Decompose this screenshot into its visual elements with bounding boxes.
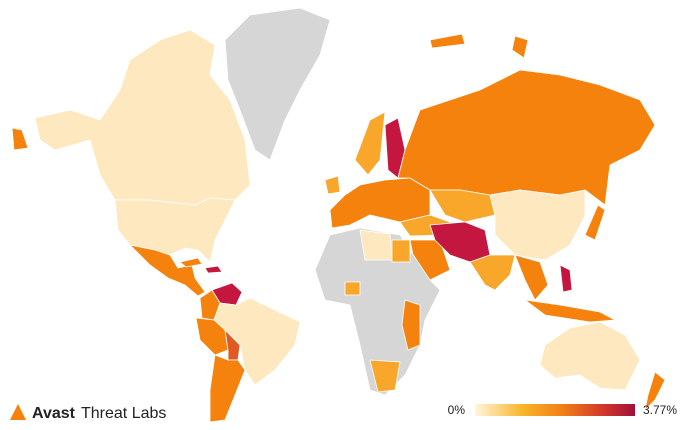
brand-product: Threat Labs	[81, 405, 166, 422]
country	[397, 69, 656, 206]
country	[429, 33, 466, 49]
logo-icon	[10, 404, 26, 420]
country	[344, 281, 361, 296]
country	[114, 197, 236, 263]
country	[469, 254, 516, 291]
country	[429, 189, 496, 223]
country	[34, 29, 251, 206]
logo: Avast Threat Labs	[10, 404, 166, 422]
country	[511, 35, 529, 59]
country	[224, 7, 331, 161]
country	[644, 371, 666, 411]
country	[584, 204, 606, 241]
country	[129, 244, 206, 297]
country	[514, 254, 549, 301]
country	[489, 189, 586, 261]
country	[539, 321, 641, 391]
country	[204, 265, 223, 274]
country	[391, 239, 411, 263]
countries	[11, 7, 666, 423]
country	[11, 127, 29, 151]
country	[209, 354, 246, 423]
legend-label: 3.77%	[643, 403, 677, 417]
legend-gradient	[475, 404, 635, 416]
country	[559, 264, 573, 293]
brand-name: Avast	[32, 405, 76, 422]
country	[369, 359, 401, 393]
country	[324, 175, 341, 195]
country	[401, 299, 421, 351]
country	[179, 257, 203, 268]
country	[329, 177, 431, 229]
country	[359, 229, 393, 261]
country	[524, 299, 616, 323]
country	[354, 111, 386, 176]
legend-label: 0%	[448, 403, 466, 417]
